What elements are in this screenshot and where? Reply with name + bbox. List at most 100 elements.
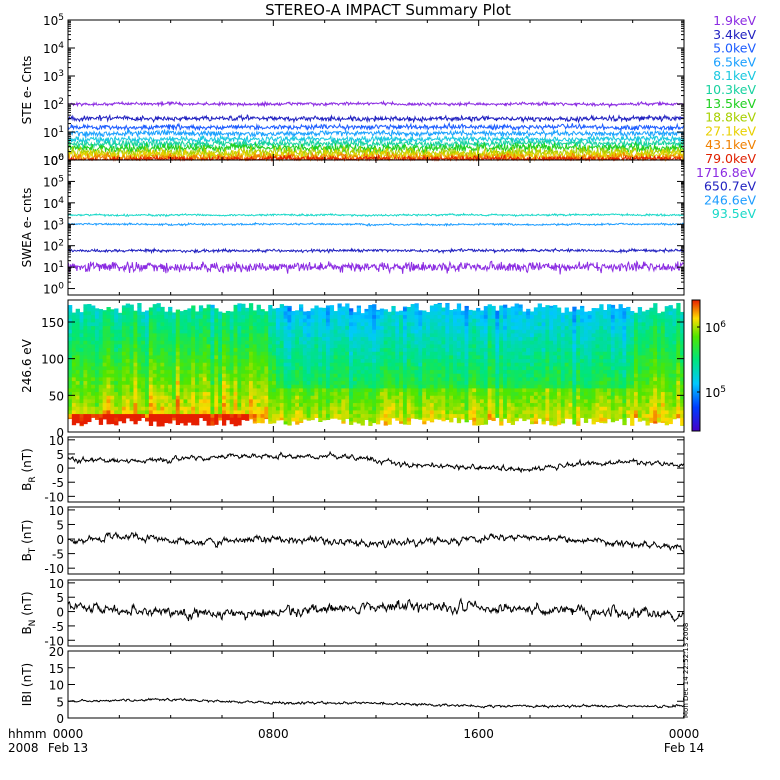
heatmap-cell (264, 380, 269, 385)
heatmap-cell (306, 358, 311, 363)
heatmap-cell (295, 369, 300, 374)
heatmap-cell (279, 322, 284, 327)
heatmap-cell (71, 366, 77, 371)
heatmap-cell (495, 340, 500, 345)
heatmap-cell (329, 329, 335, 334)
heatmap-cell (110, 406, 115, 411)
heatmap-cell (530, 395, 535, 400)
heatmap-cell (406, 307, 412, 312)
heatmap-cell (607, 391, 612, 396)
heatmap-cell (603, 336, 608, 341)
heatmap-cell (260, 344, 265, 349)
heatmap-cell (479, 377, 485, 382)
heatmap-cell (71, 391, 77, 396)
heatmap-cell (248, 366, 254, 371)
heatmap-cell (576, 406, 581, 411)
heatmap-cell (164, 410, 169, 415)
heatmap-cell (522, 388, 527, 393)
heatmap-cell (499, 347, 504, 352)
heatmap-cell (503, 318, 508, 323)
heatmap-cell (506, 395, 512, 400)
heatmap-cell (479, 344, 485, 349)
heatmap-cell (402, 355, 408, 360)
heatmap-cell (148, 347, 154, 352)
heatmap-cell (622, 380, 627, 385)
heatmap-cell (141, 362, 146, 367)
heatmap-cell (541, 377, 546, 382)
heatmap-cell (148, 373, 154, 378)
heatmap-cell (202, 344, 207, 349)
heatmap-cell (260, 314, 265, 319)
heatmap-cell (503, 344, 508, 349)
heatmap-cell (79, 322, 84, 327)
heatmap-cell (503, 314, 508, 319)
heatmap-cell (526, 362, 531, 367)
heatmap-cell (522, 329, 527, 334)
heatmap-cell (106, 417, 111, 422)
heatmap-cell (422, 362, 427, 367)
heatmap-cell (630, 399, 635, 404)
heatmap-cell (225, 322, 231, 327)
heatmap-cell (125, 351, 130, 356)
heatmap-cell (214, 388, 219, 393)
heatmap-cell (68, 358, 73, 363)
heatmap-cell (391, 369, 396, 374)
heatmap-cell (476, 421, 481, 426)
heatmap-cell (402, 421, 408, 425)
heatmap-cell (110, 366, 115, 371)
heatmap-cell (549, 399, 554, 404)
heatmap-cell (83, 325, 88, 330)
heatmap-cell (329, 325, 335, 330)
heatmap-cell (94, 333, 100, 338)
heatmap-cell (576, 347, 581, 352)
heatmap-cell (283, 402, 288, 407)
heatmap-cell (314, 373, 319, 378)
heatmap-cell (560, 347, 566, 352)
heatmap-cell (337, 325, 342, 330)
heatmap-cell (376, 402, 381, 407)
heatmap-cell (168, 366, 173, 371)
heatmap-cell (175, 322, 181, 327)
heatmap-cell (183, 309, 188, 312)
heatmap-cell (533, 380, 539, 385)
heatmap-cell (87, 355, 92, 360)
heatmap-cell (576, 395, 581, 400)
heatmap-cell (349, 395, 354, 400)
heatmap-cell (518, 333, 523, 338)
heatmap-cell (325, 336, 331, 341)
heatmap-cell (214, 340, 219, 345)
heatmap-cell (94, 402, 100, 407)
heatmap-cell (121, 325, 127, 330)
heatmap-cell (322, 322, 327, 327)
heatmap-cell (218, 344, 223, 349)
heatmap-cell (522, 358, 527, 363)
heatmap-cell (476, 311, 481, 316)
heatmap-cell (94, 395, 100, 400)
y-tick-label: 104 (43, 41, 64, 56)
heatmap-cell (418, 380, 423, 385)
heatmap-cell (206, 391, 211, 396)
heatmap-cell (94, 399, 100, 404)
heatmap-cell (599, 304, 604, 308)
heatmap-cell (110, 322, 115, 327)
heatmap-cell (302, 366, 308, 371)
heatmap-cell (545, 384, 550, 389)
heatmap-cell (580, 311, 585, 316)
heatmap-cell (152, 318, 157, 323)
heatmap-cell (453, 380, 458, 385)
heatmap-cell (87, 388, 92, 393)
heatmap-cell (622, 344, 627, 349)
heatmap-cell (248, 333, 254, 338)
heatmap-cell (530, 318, 535, 323)
heatmap-cell (302, 358, 308, 363)
heatmap-cell (175, 333, 181, 338)
heatmap-cell (110, 384, 115, 389)
heatmap-cell (325, 325, 331, 330)
heatmap-cell (576, 309, 581, 312)
heatmap-cell (583, 391, 589, 396)
heatmap-cell (595, 351, 600, 356)
heatmap-cell (152, 304, 157, 308)
heatmap-cell (279, 340, 284, 345)
heatmap-cell (464, 399, 469, 404)
heatmap-cell (233, 351, 238, 356)
